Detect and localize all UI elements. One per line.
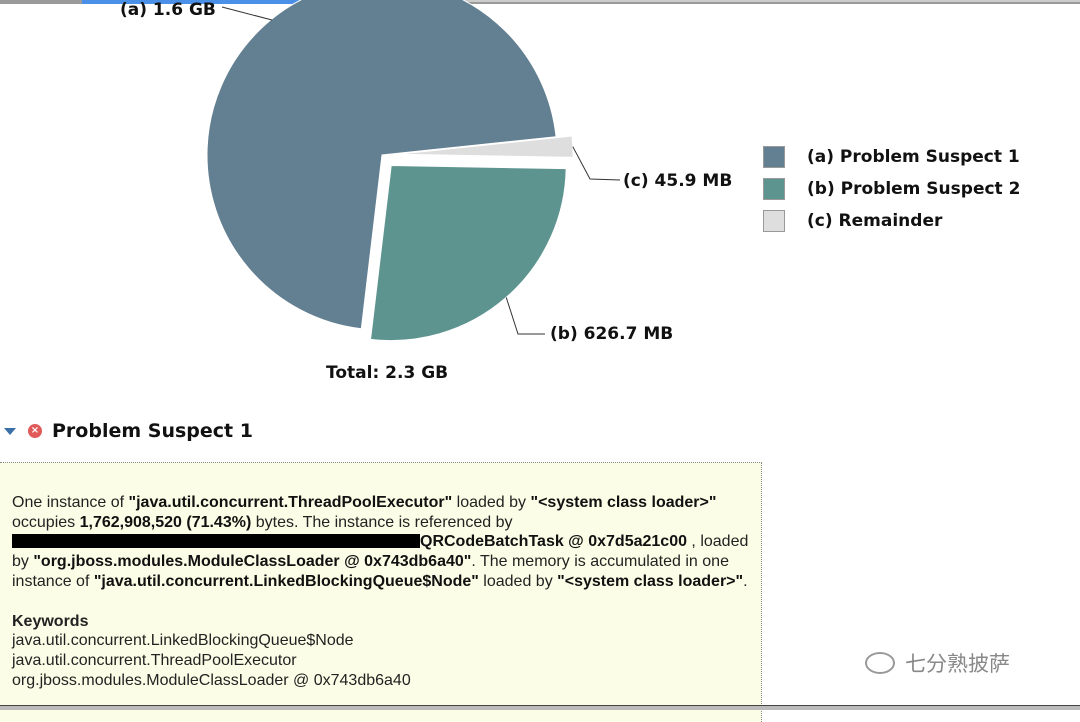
slice-label-a: (a) 1.6 GB xyxy=(120,0,216,20)
referencing-object: QRCodeBatchTask @ 0x7d5a21c00 xyxy=(420,533,687,551)
watermark: 七分熟披萨 xyxy=(865,648,1010,678)
legend-swatch-b xyxy=(763,178,785,200)
text: loaded by xyxy=(452,494,531,511)
tab-strip-background xyxy=(430,0,1080,2)
text: occupies xyxy=(12,513,80,531)
chart-legend: (a) Problem Suspect 1 (b) Problem Suspec… xyxy=(763,141,1020,237)
keyword-item: java.util.concurrent.ThreadPoolExecutor xyxy=(12,651,297,669)
active-tab[interactable] xyxy=(82,0,427,4)
legend-label: (a) Problem Suspect 1 xyxy=(807,147,1020,167)
leader-line-a xyxy=(221,6,273,21)
slice-label-c: (c) 45.9 MB xyxy=(623,171,732,191)
retained-size: 1,762,908,520 (71.43%) xyxy=(79,513,252,531)
tab-strip xyxy=(0,0,1080,4)
legend-label: (c) Remainder xyxy=(807,211,943,231)
legend-item-b: (b) Problem Suspect 2 xyxy=(763,173,1020,205)
class-name: "java.util.concurrent.ThreadPoolExecutor… xyxy=(128,494,453,511)
legend-swatch-c xyxy=(763,210,785,232)
suspect-header[interactable]: × Problem Suspect 1 xyxy=(4,420,253,442)
error-icon: × xyxy=(28,424,42,438)
pie-slice-a xyxy=(206,0,557,330)
class-loader: "<system class loader>" xyxy=(530,494,717,511)
window-bottom-edge xyxy=(0,705,1080,710)
keyword-item: org.jboss.modules.ModuleClassLoader @ 0x… xyxy=(12,671,411,689)
text: One instance of xyxy=(12,494,129,511)
class-loader: "<system class loader>" xyxy=(557,572,744,590)
leader-line-b xyxy=(505,297,545,335)
keywords-title: Keywords xyxy=(12,612,89,630)
pie-chart: (a) 1.6 GB (b) 626.7 MB (c) 45.9 MB Tota… xyxy=(120,0,732,383)
suspect-title: Problem Suspect 1 xyxy=(52,420,253,442)
suspect-description: One instance of "java.util.concurrent.Th… xyxy=(12,493,749,592)
text: bytes. The instance is referenced by xyxy=(251,513,513,531)
total-label: Total: 2.3 GB xyxy=(326,363,448,383)
watermark-text: 七分熟披萨 xyxy=(905,652,1010,676)
pie-slice-b xyxy=(369,165,567,342)
text: loaded by xyxy=(478,572,558,590)
collapse-triangle-icon[interactable] xyxy=(4,427,16,435)
legend-item-c: (c) Remainder xyxy=(763,205,1020,237)
accumulation-class: "java.util.concurrent.LinkedBlockingQueu… xyxy=(93,572,479,590)
wechat-icon xyxy=(865,652,895,674)
legend-item-a: (a) Problem Suspect 1 xyxy=(763,141,1020,173)
text: . The memory is accumulated in one insta… xyxy=(12,553,729,590)
keyword-item: java.util.concurrent.LinkedBlockingQueue… xyxy=(12,632,354,650)
legend-label: (b) Problem Suspect 2 xyxy=(807,179,1021,199)
text: . xyxy=(743,572,748,590)
module-class-loader: "org.jboss.modules.ModuleClassLoader @ 0… xyxy=(33,553,472,571)
slice-label-b: (b) 626.7 MB xyxy=(550,324,673,344)
text: , loaded by xyxy=(12,533,749,571)
suspect-description-panel: One instance of "java.util.concurrent.Th… xyxy=(0,462,762,722)
leader-line-c xyxy=(572,146,621,181)
legend-swatch-a xyxy=(763,146,785,168)
redaction-bar xyxy=(12,534,420,549)
